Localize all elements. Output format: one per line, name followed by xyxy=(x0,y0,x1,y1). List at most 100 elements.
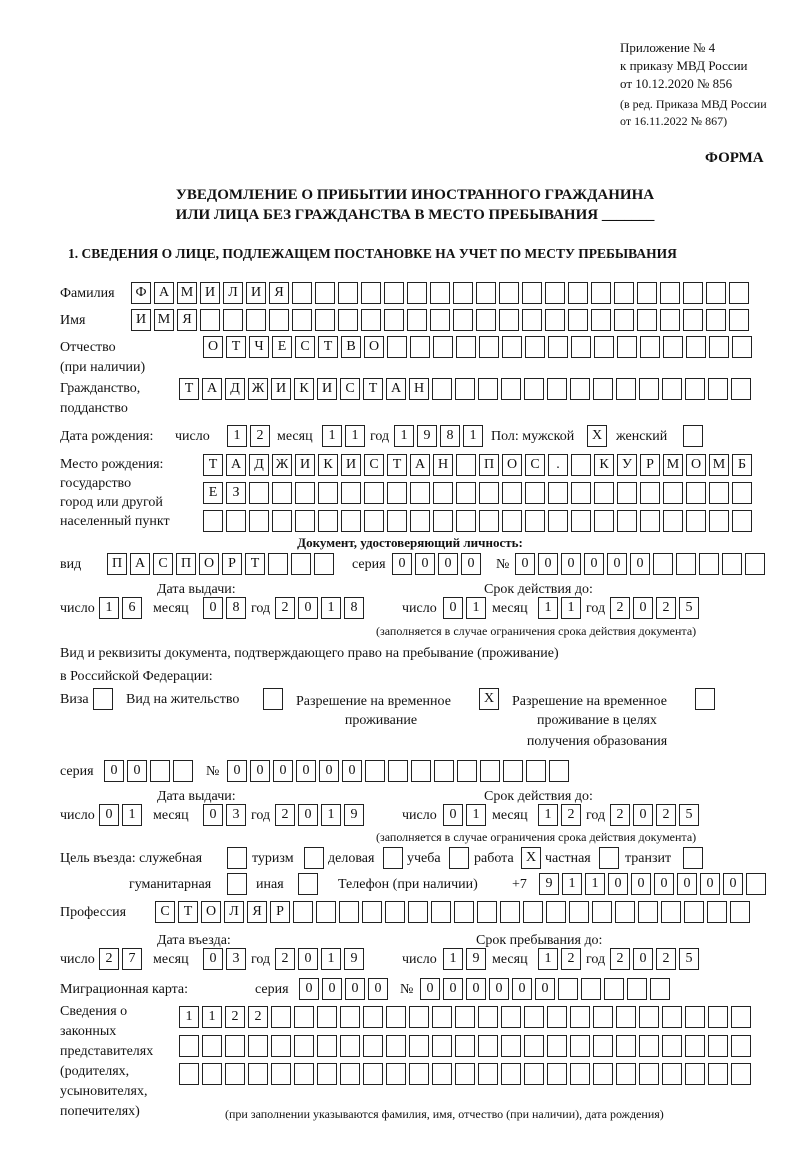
char-cell[interactable] xyxy=(708,378,728,400)
char-cell[interactable] xyxy=(729,309,749,331)
char-cell[interactable] xyxy=(732,510,752,532)
char-cell[interactable] xyxy=(363,1006,383,1028)
char-cell[interactable] xyxy=(316,901,336,923)
char-cell[interactable] xyxy=(663,510,683,532)
char-cell[interactable] xyxy=(730,901,750,923)
char-cell[interactable] xyxy=(546,901,566,923)
char-cell[interactable]: 5 xyxy=(679,804,699,826)
char-cell[interactable] xyxy=(272,482,292,504)
char-cell[interactable] xyxy=(548,336,568,358)
char-cell[interactable]: И xyxy=(246,282,266,304)
char-cell[interactable]: Т xyxy=(178,901,198,923)
char-cell[interactable] xyxy=(362,901,382,923)
char-cell[interactable] xyxy=(479,482,499,504)
char-cell[interactable]: З xyxy=(226,482,246,504)
char-cell[interactable]: 0 xyxy=(203,597,223,619)
char-cell[interactable] xyxy=(708,1063,728,1085)
char-cell[interactable]: 0 xyxy=(203,948,223,970)
char-cell[interactable]: 2 xyxy=(275,804,295,826)
checkbox[interactable] xyxy=(304,847,324,869)
char-cell[interactable] xyxy=(478,1063,498,1085)
char-cell[interactable] xyxy=(387,336,407,358)
char-cell[interactable]: 0 xyxy=(584,553,604,575)
char-cell[interactable] xyxy=(476,282,496,304)
char-cell[interactable] xyxy=(453,282,473,304)
char-cell[interactable] xyxy=(478,1006,498,1028)
char-cell[interactable] xyxy=(295,510,315,532)
char-cell[interactable] xyxy=(499,282,519,304)
char-cell[interactable] xyxy=(547,378,567,400)
char-cell[interactable]: О xyxy=(203,336,223,358)
char-cell[interactable] xyxy=(363,1035,383,1057)
char-cell[interactable]: 1 xyxy=(562,873,582,895)
char-cell[interactable]: 1 xyxy=(122,804,142,826)
char-cell[interactable] xyxy=(430,282,450,304)
char-cell[interactable] xyxy=(479,510,499,532)
char-cell[interactable]: Р xyxy=(270,901,290,923)
char-cell[interactable]: Р xyxy=(222,553,242,575)
char-cell[interactable]: 1 xyxy=(227,425,247,447)
char-cell[interactable]: 9 xyxy=(466,948,486,970)
char-cell[interactable]: Т xyxy=(363,378,383,400)
char-cell[interactable]: 1 xyxy=(202,1006,222,1028)
char-cell[interactable]: Я xyxy=(247,901,267,923)
char-cell[interactable] xyxy=(317,1035,337,1057)
char-cell[interactable] xyxy=(388,760,408,782)
reps2-field[interactable] xyxy=(179,1035,754,1057)
char-cell[interactable] xyxy=(745,553,765,575)
char-cell[interactable] xyxy=(558,978,578,1000)
p-study-field[interactable] xyxy=(449,847,472,869)
char-cell[interactable]: 0 xyxy=(631,873,651,895)
char-cell[interactable] xyxy=(709,482,729,504)
char-cell[interactable] xyxy=(685,378,705,400)
char-cell[interactable] xyxy=(685,1063,705,1085)
char-cell[interactable]: 1 xyxy=(321,804,341,826)
char-cell[interactable] xyxy=(522,309,542,331)
char-cell[interactable] xyxy=(627,978,647,1000)
char-cell[interactable]: . xyxy=(548,454,568,476)
char-cell[interactable] xyxy=(455,378,475,400)
char-cell[interactable] xyxy=(271,1063,291,1085)
char-cell[interactable] xyxy=(501,1006,521,1028)
char-cell[interactable] xyxy=(294,1006,314,1028)
char-cell[interactable] xyxy=(525,482,545,504)
char-cell[interactable]: 3 xyxy=(226,948,246,970)
char-cell[interactable]: 0 xyxy=(633,804,653,826)
char-cell[interactable]: Ж xyxy=(248,378,268,400)
char-cell[interactable] xyxy=(568,309,588,331)
char-cell[interactable] xyxy=(683,282,703,304)
char-cell[interactable] xyxy=(660,282,680,304)
char-cell[interactable] xyxy=(202,1035,222,1057)
char-cell[interactable]: С xyxy=(364,454,384,476)
char-cell[interactable]: М xyxy=(709,454,729,476)
char-cell[interactable]: 0 xyxy=(700,873,720,895)
char-cell[interactable]: 0 xyxy=(466,978,486,1000)
char-cell[interactable] xyxy=(340,1006,360,1028)
char-cell[interactable] xyxy=(524,1035,544,1057)
char-cell[interactable]: 1 xyxy=(322,425,342,447)
char-cell[interactable] xyxy=(708,1035,728,1057)
char-cell[interactable] xyxy=(685,1035,705,1057)
checkbox[interactable] xyxy=(227,873,247,895)
char-cell[interactable] xyxy=(547,1035,567,1057)
char-cell[interactable] xyxy=(639,1035,659,1057)
char-cell[interactable]: Н xyxy=(409,378,429,400)
char-cell[interactable] xyxy=(616,378,636,400)
char-cell[interactable]: Л xyxy=(224,901,244,923)
char-cell[interactable]: 1 xyxy=(321,597,341,619)
char-cell[interactable]: 8 xyxy=(344,597,364,619)
char-cell[interactable] xyxy=(653,553,673,575)
char-cell[interactable]: 2 xyxy=(248,1006,268,1028)
char-cell[interactable]: К xyxy=(318,454,338,476)
char-cell[interactable] xyxy=(549,760,569,782)
char-cell[interactable]: Т xyxy=(226,336,246,358)
char-cell[interactable] xyxy=(547,1006,567,1028)
